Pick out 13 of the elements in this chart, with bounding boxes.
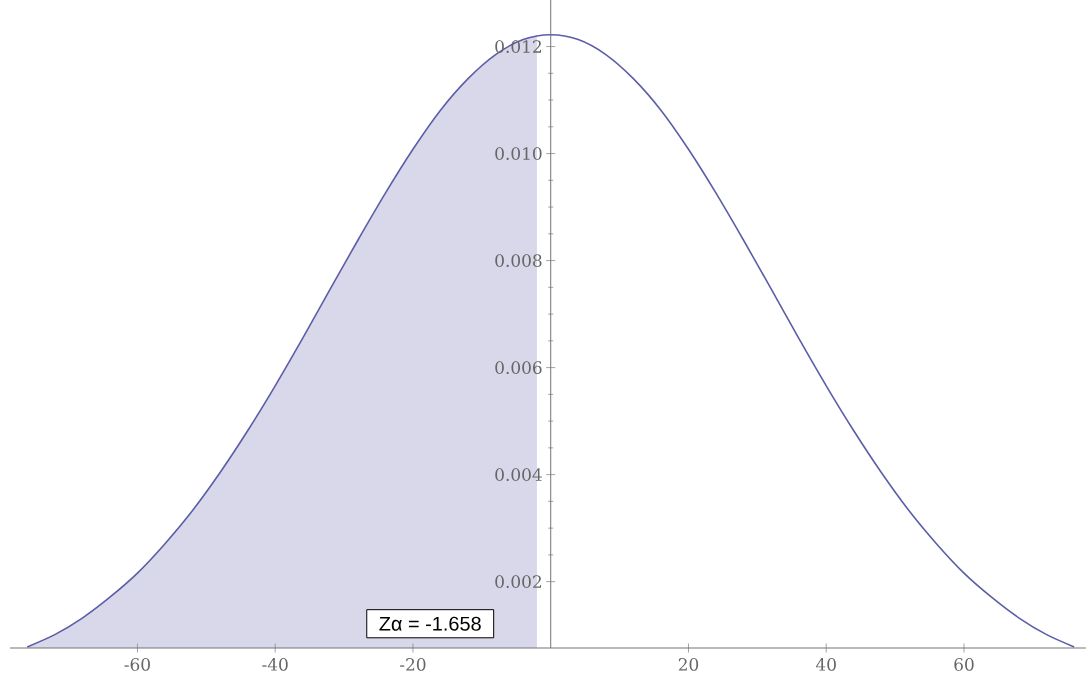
line-series	[26, 33, 1075, 648]
x-tick-label: 20	[678, 658, 699, 671]
y-tick-label: 0.002	[495, 575, 542, 589]
x-tick-label: 40	[815, 658, 836, 671]
y-tick-label: 0.010	[495, 147, 542, 160]
y-tick-label: 0.004	[495, 468, 542, 482]
y-tick-label: 0.008	[495, 254, 542, 267]
x-tick-label: -20	[400, 658, 426, 671]
x-tick-label: -60	[124, 658, 150, 671]
y-tick-label: 0.006	[495, 361, 542, 375]
x-tick-label: -40	[262, 658, 288, 671]
x-tick-label: 60	[954, 658, 974, 671]
annotation: Zα = -1.658	[379, 616, 481, 631]
